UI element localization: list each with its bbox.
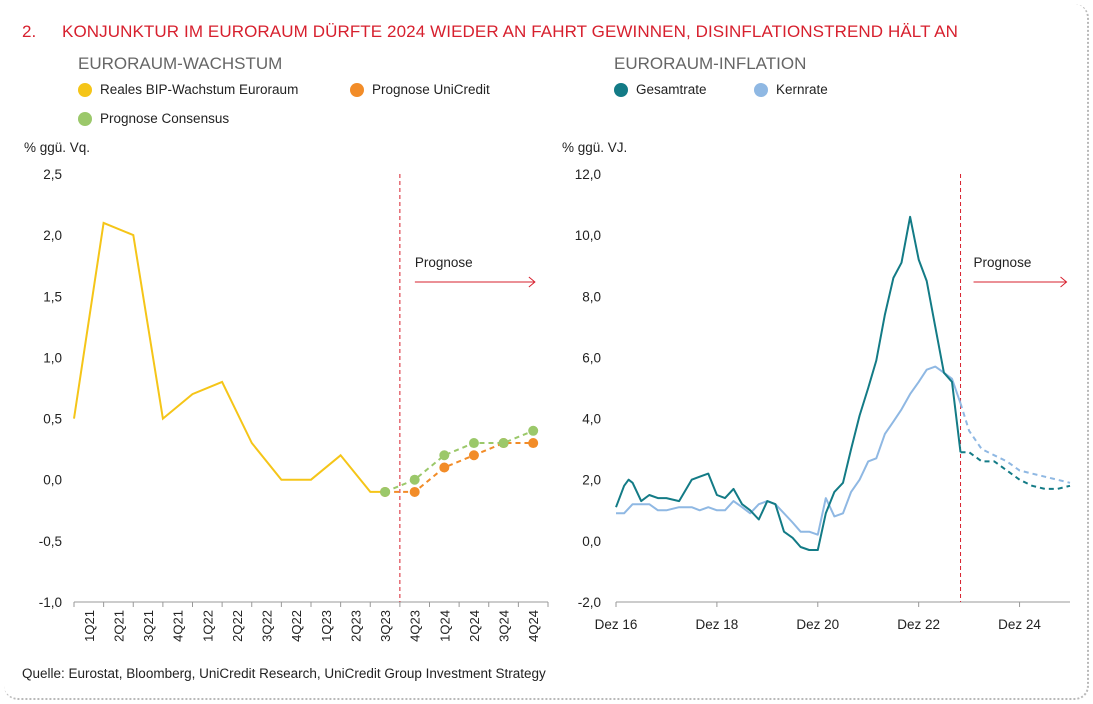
forecast-arrowhead (528, 276, 536, 288)
data-point-unicredit (409, 486, 420, 497)
panel-frame (4, 4, 1089, 700)
data-point-consensus (409, 474, 420, 485)
data-point-consensus (380, 486, 391, 497)
data-point-consensus (498, 438, 509, 449)
inflation-y-tick-label: 2,0 (582, 473, 601, 488)
growth-x-tick-label: 3Q22 (260, 610, 275, 642)
growth-x-tick-label: 2Q24 (467, 610, 482, 642)
growth-y-tick-label: 1,5 (43, 289, 62, 304)
legend-dot-core (754, 82, 768, 97)
chart-heading: 2. KONJUNKTUR IM EURORAUM DÜRFTE 2024 WIE… (22, 22, 958, 42)
data-point-consensus (468, 438, 479, 449)
growth-y-axis-label: % ggü. Vq. (24, 140, 90, 155)
series-line-core-forecast (959, 403, 1071, 484)
inflation-x-tick-label: Dez 22 (897, 617, 940, 632)
inflation-chart: % ggü. VJ. 12,0 10,0 8,0 6,0 4,0 2,0 0,0 -2,0 De… (562, 140, 1071, 632)
forecast-label: Prognose (415, 255, 473, 270)
legend-label-headline: Gesamtrate (636, 82, 707, 97)
inflation-x-tick-label: Dez 18 (695, 617, 738, 632)
legend-label-unicredit: Prognose UniCredit (372, 82, 490, 97)
growth-x-tick-label: 1Q23 (319, 610, 334, 642)
legend-item-headline: Gesamtrate (614, 82, 707, 97)
legend-dot-headline (614, 82, 628, 97)
series-line-headline (615, 215, 962, 551)
heading-title: KONJUNKTUR IM EURORAUM DÜRFTE 2024 WIEDE… (62, 22, 958, 41)
growth-x-tick-label: 2Q22 (230, 610, 245, 642)
legend-dot-unicredit (350, 82, 364, 97)
series-line-core (616, 365, 962, 536)
legend-item-gdp: Reales BIP-Wachstum Euroraum (78, 82, 298, 97)
inflation-y-tick-label: 10,0 (575, 228, 601, 243)
inflation-y-axis-label: % ggü. VJ. (562, 140, 627, 155)
forecast-label: Prognose (974, 255, 1032, 270)
growth-x-tick-label: 3Q23 (378, 610, 393, 642)
growth-x-tick-label: 1Q24 (437, 610, 452, 642)
legend-dot-consensus (78, 111, 92, 126)
growth-chart: % ggü. Vq. 2,5 2,0 1,5 1,0 0,5 0,0 -0,5 -1,0 1Q2… (24, 140, 549, 642)
inflation-x-tick-label: Dez 24 (998, 617, 1041, 632)
growth-x-tick-label: 1Q21 (82, 610, 97, 642)
growth-x-tick-label: 3Q24 (497, 610, 512, 642)
inflation-x-tick-label: Dez 16 (595, 617, 638, 632)
growth-y-tick-label: 0,0 (43, 473, 62, 488)
source-note: Quelle: Eurostat, Bloomberg, UniCredit R… (22, 666, 546, 681)
series-line-consensus (384, 429, 534, 493)
legend-dot-gdp (78, 82, 92, 97)
series-line-unicredit (385, 442, 534, 493)
forecast-arrowhead (1060, 276, 1068, 288)
growth-y-tick-label: 2,0 (43, 228, 62, 243)
inflation-y-tick-label: 4,0 (582, 412, 601, 427)
growth-y-tick-label: 1,0 (43, 350, 62, 365)
growth-chart-title: EURORAUM-WACHSTUM (78, 54, 283, 73)
growth-y-tick-label: -0,5 (39, 534, 62, 549)
growth-x-tick-label: 2Q21 (111, 610, 126, 642)
legend-label-core: Kernrate (776, 82, 828, 97)
inflation-x-tick-label: Dez 20 (796, 617, 839, 632)
growth-x-tick-label: 3Q21 (141, 610, 156, 642)
legend-item-consensus: Prognose Consensus (78, 111, 229, 126)
inflation-chart-title: EURORAUM-INFLATION (614, 54, 807, 73)
growth-y-tick-label: 2,5 (43, 167, 62, 182)
growth-x-tick-label: 1Q22 (200, 610, 215, 642)
growth-x-tick-label: 4Q21 (171, 610, 186, 642)
legend-label-gdp: Reales BIP-Wachstum Euroraum (100, 82, 299, 97)
series-line-gdp (73, 221, 386, 493)
inflation-y-tick-label: -2,0 (578, 595, 601, 610)
legend-item-core: Kernrate (754, 82, 828, 97)
legend-label-consensus: Prognose Consensus (100, 111, 230, 126)
data-point-consensus (528, 425, 539, 436)
growth-x-tick-label: 4Q22 (289, 610, 304, 642)
growth-x-tick-label: 4Q23 (408, 610, 423, 642)
growth-x-tick-label: 4Q24 (526, 610, 541, 642)
legend-item-unicredit: Prognose UniCredit (350, 82, 490, 97)
data-point-consensus (439, 450, 450, 461)
inflation-y-tick-label: 8,0 (582, 289, 601, 304)
data-point-unicredit (439, 462, 450, 473)
series-line-headline-forecast (960, 451, 1071, 490)
inflation-y-tick-label: 0,0 (582, 534, 601, 549)
inflation-y-tick-label: 12,0 (575, 167, 601, 182)
inflation-y-tick-label: 6,0 (582, 350, 601, 365)
growth-x-tick-label: 2Q23 (348, 610, 363, 642)
heading-number: 2. (22, 22, 37, 41)
data-point-unicredit (528, 438, 539, 449)
growth-y-tick-label: -1,0 (39, 595, 62, 610)
data-point-unicredit (468, 450, 479, 461)
growth-y-tick-label: 0,5 (43, 412, 62, 427)
